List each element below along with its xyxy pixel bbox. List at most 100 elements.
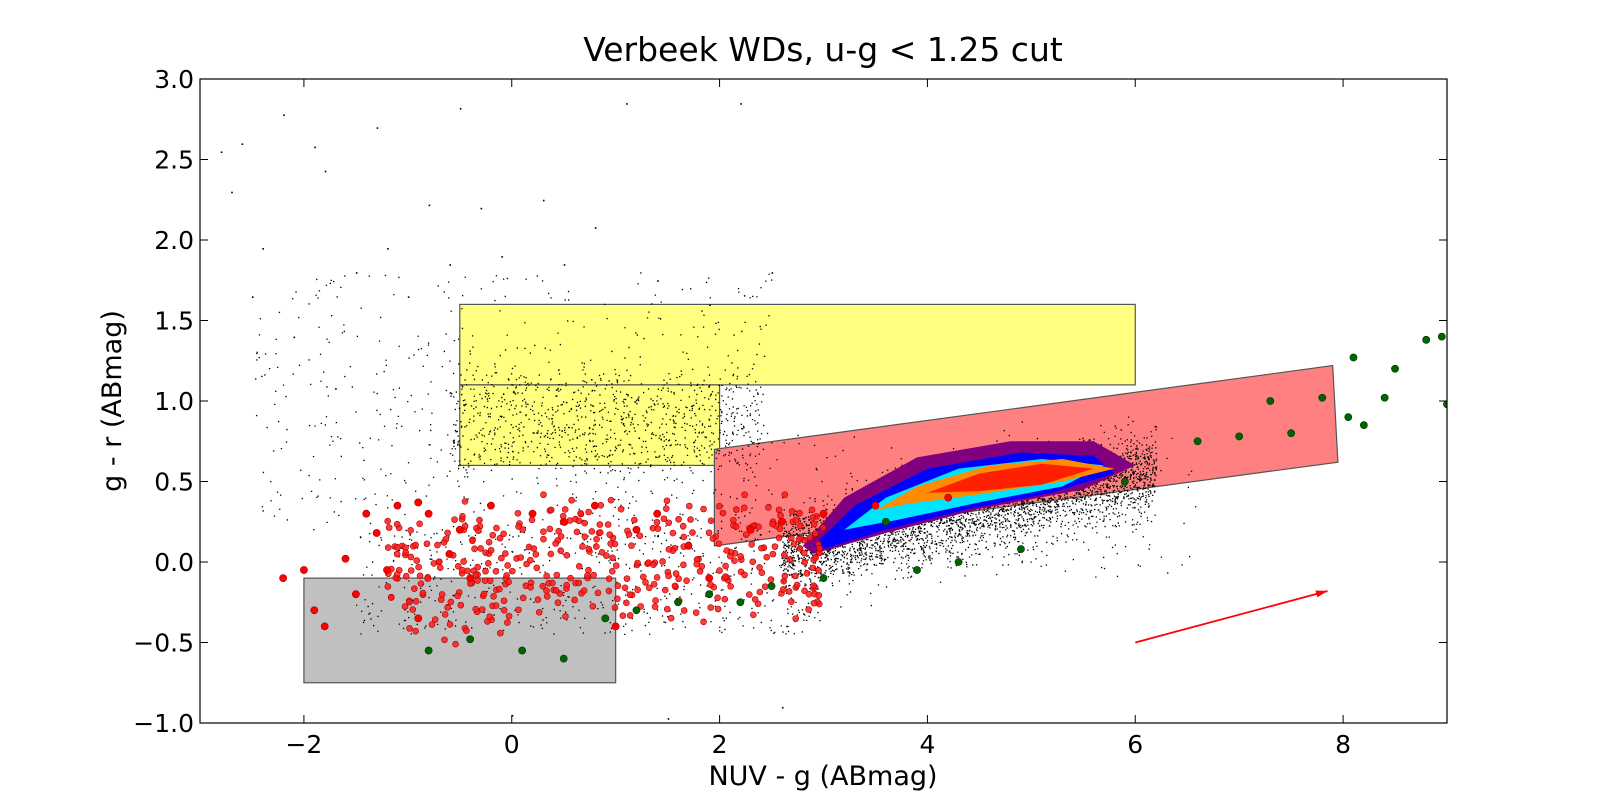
series-1-point-9 <box>393 501 402 510</box>
red-cloud-point <box>680 533 688 541</box>
red-cloud-point <box>515 606 522 614</box>
series-2-point-14 <box>1017 545 1025 554</box>
red-cloud-point <box>415 563 422 571</box>
series-0-point-22 <box>626 103 628 105</box>
red-cloud-point <box>796 545 804 552</box>
series-0-point-14 <box>428 204 431 207</box>
red-cloud-point <box>411 585 418 592</box>
red-cloud-point <box>575 517 583 525</box>
red-cloud-point <box>797 522 804 530</box>
red-cloud-point <box>812 554 819 561</box>
red-cloud-point <box>543 572 551 580</box>
red-cloud-point <box>441 611 449 618</box>
series-1-point-13 <box>455 525 464 534</box>
series-0-point-0 <box>220 151 223 154</box>
series-0-point-16 <box>459 107 462 110</box>
red-cloud-point <box>732 523 740 530</box>
red-cloud-point <box>454 592 461 600</box>
red-cloud-point <box>457 601 465 609</box>
red-cloud-point <box>642 579 649 586</box>
red-cloud-point <box>384 517 391 525</box>
red-cloud-point <box>780 551 788 559</box>
red-cloud-point <box>716 502 723 510</box>
series-1-point-7 <box>372 529 381 537</box>
red-cloud-point <box>505 578 512 586</box>
red-cloud-point <box>692 609 700 616</box>
series-2-point-3 <box>559 654 568 663</box>
red-cloud-point <box>553 571 561 579</box>
red-cloud-point <box>741 571 748 579</box>
red-cloud-point <box>671 582 679 590</box>
red-cloud-point <box>504 562 511 569</box>
red-cloud-point <box>805 606 812 613</box>
red-cloud-point <box>723 547 731 554</box>
red-cloud-point <box>454 563 462 570</box>
y-tick-label: 2.0 <box>154 226 194 255</box>
series-2-point-2 <box>518 646 527 655</box>
series-0-point-5 <box>283 114 285 117</box>
red-cloud-point <box>596 529 604 536</box>
series-0-point-28 <box>781 706 784 709</box>
red-cloud-point <box>758 544 765 552</box>
red-cloud-point <box>575 562 583 570</box>
reddening-vector-layer <box>1135 590 1328 644</box>
red-cloud-point <box>609 554 616 562</box>
x-tick-label: 0 <box>504 730 520 759</box>
red-cloud-point <box>549 579 556 587</box>
red-cloud-point <box>486 613 494 620</box>
x-axis-ticks: −2 0 2 4 6 8 <box>285 79 1351 759</box>
series-0-point-26 <box>771 272 774 274</box>
red-cloud-point <box>458 566 466 574</box>
red-cloud-point <box>547 506 555 514</box>
series-2-point-25 <box>1391 364 1399 373</box>
red-cloud-point <box>402 549 409 556</box>
red-cloud-point <box>792 615 800 622</box>
red-cloud-point <box>505 612 513 620</box>
series-1-point-27 <box>944 493 953 502</box>
red-cloud-point <box>628 542 635 549</box>
red-cloud-point <box>714 605 722 613</box>
red-cloud-point <box>687 516 694 523</box>
red-cloud-point <box>810 582 817 589</box>
red-cloud-point <box>781 572 789 580</box>
red-cloud-point <box>652 597 659 604</box>
red-cloud-point <box>543 593 551 600</box>
red-cloud-point <box>604 521 612 528</box>
red-cloud-point <box>663 497 671 505</box>
series-2-point-1 <box>466 635 475 644</box>
red-cloud-point <box>475 527 482 535</box>
series-0-point-19 <box>542 199 545 202</box>
red-cloud-point <box>482 549 489 556</box>
x-tick-label: 2 <box>712 730 728 759</box>
red-cloud-point <box>590 571 597 579</box>
series-1-point-5 <box>351 590 360 599</box>
red-cloud-point <box>606 531 614 538</box>
series-0-point-27 <box>511 714 514 717</box>
red-cloud-point <box>384 544 392 551</box>
red-cloud-point <box>769 520 776 528</box>
red-cloud-point <box>579 543 586 550</box>
series-2-point-20 <box>1318 393 1327 402</box>
red-cloud-point <box>700 618 707 626</box>
series-1-point-16 <box>528 509 537 518</box>
red-cloud-point <box>788 598 795 605</box>
red-cloud-point <box>721 595 729 603</box>
series-layer <box>220 103 1447 720</box>
series-1-point-15 <box>487 501 495 510</box>
series-0-point-7 <box>314 146 316 149</box>
red-cloud-point <box>790 540 798 548</box>
red-cloud-point <box>665 572 672 580</box>
red-cloud-point <box>496 534 504 542</box>
red-cloud-point <box>498 554 505 562</box>
red-cloud-point <box>436 564 444 571</box>
red-cloud-point <box>771 543 779 550</box>
series-0-point-17 <box>480 207 483 210</box>
red-cloud-point <box>451 516 458 523</box>
red-cloud-point <box>653 574 661 581</box>
red-cloud-point <box>680 607 688 614</box>
series-2-point-26 <box>1422 335 1431 344</box>
red-cloud-point <box>540 535 547 543</box>
red-cloud-point <box>413 557 421 564</box>
red-cloud-point <box>765 504 772 511</box>
